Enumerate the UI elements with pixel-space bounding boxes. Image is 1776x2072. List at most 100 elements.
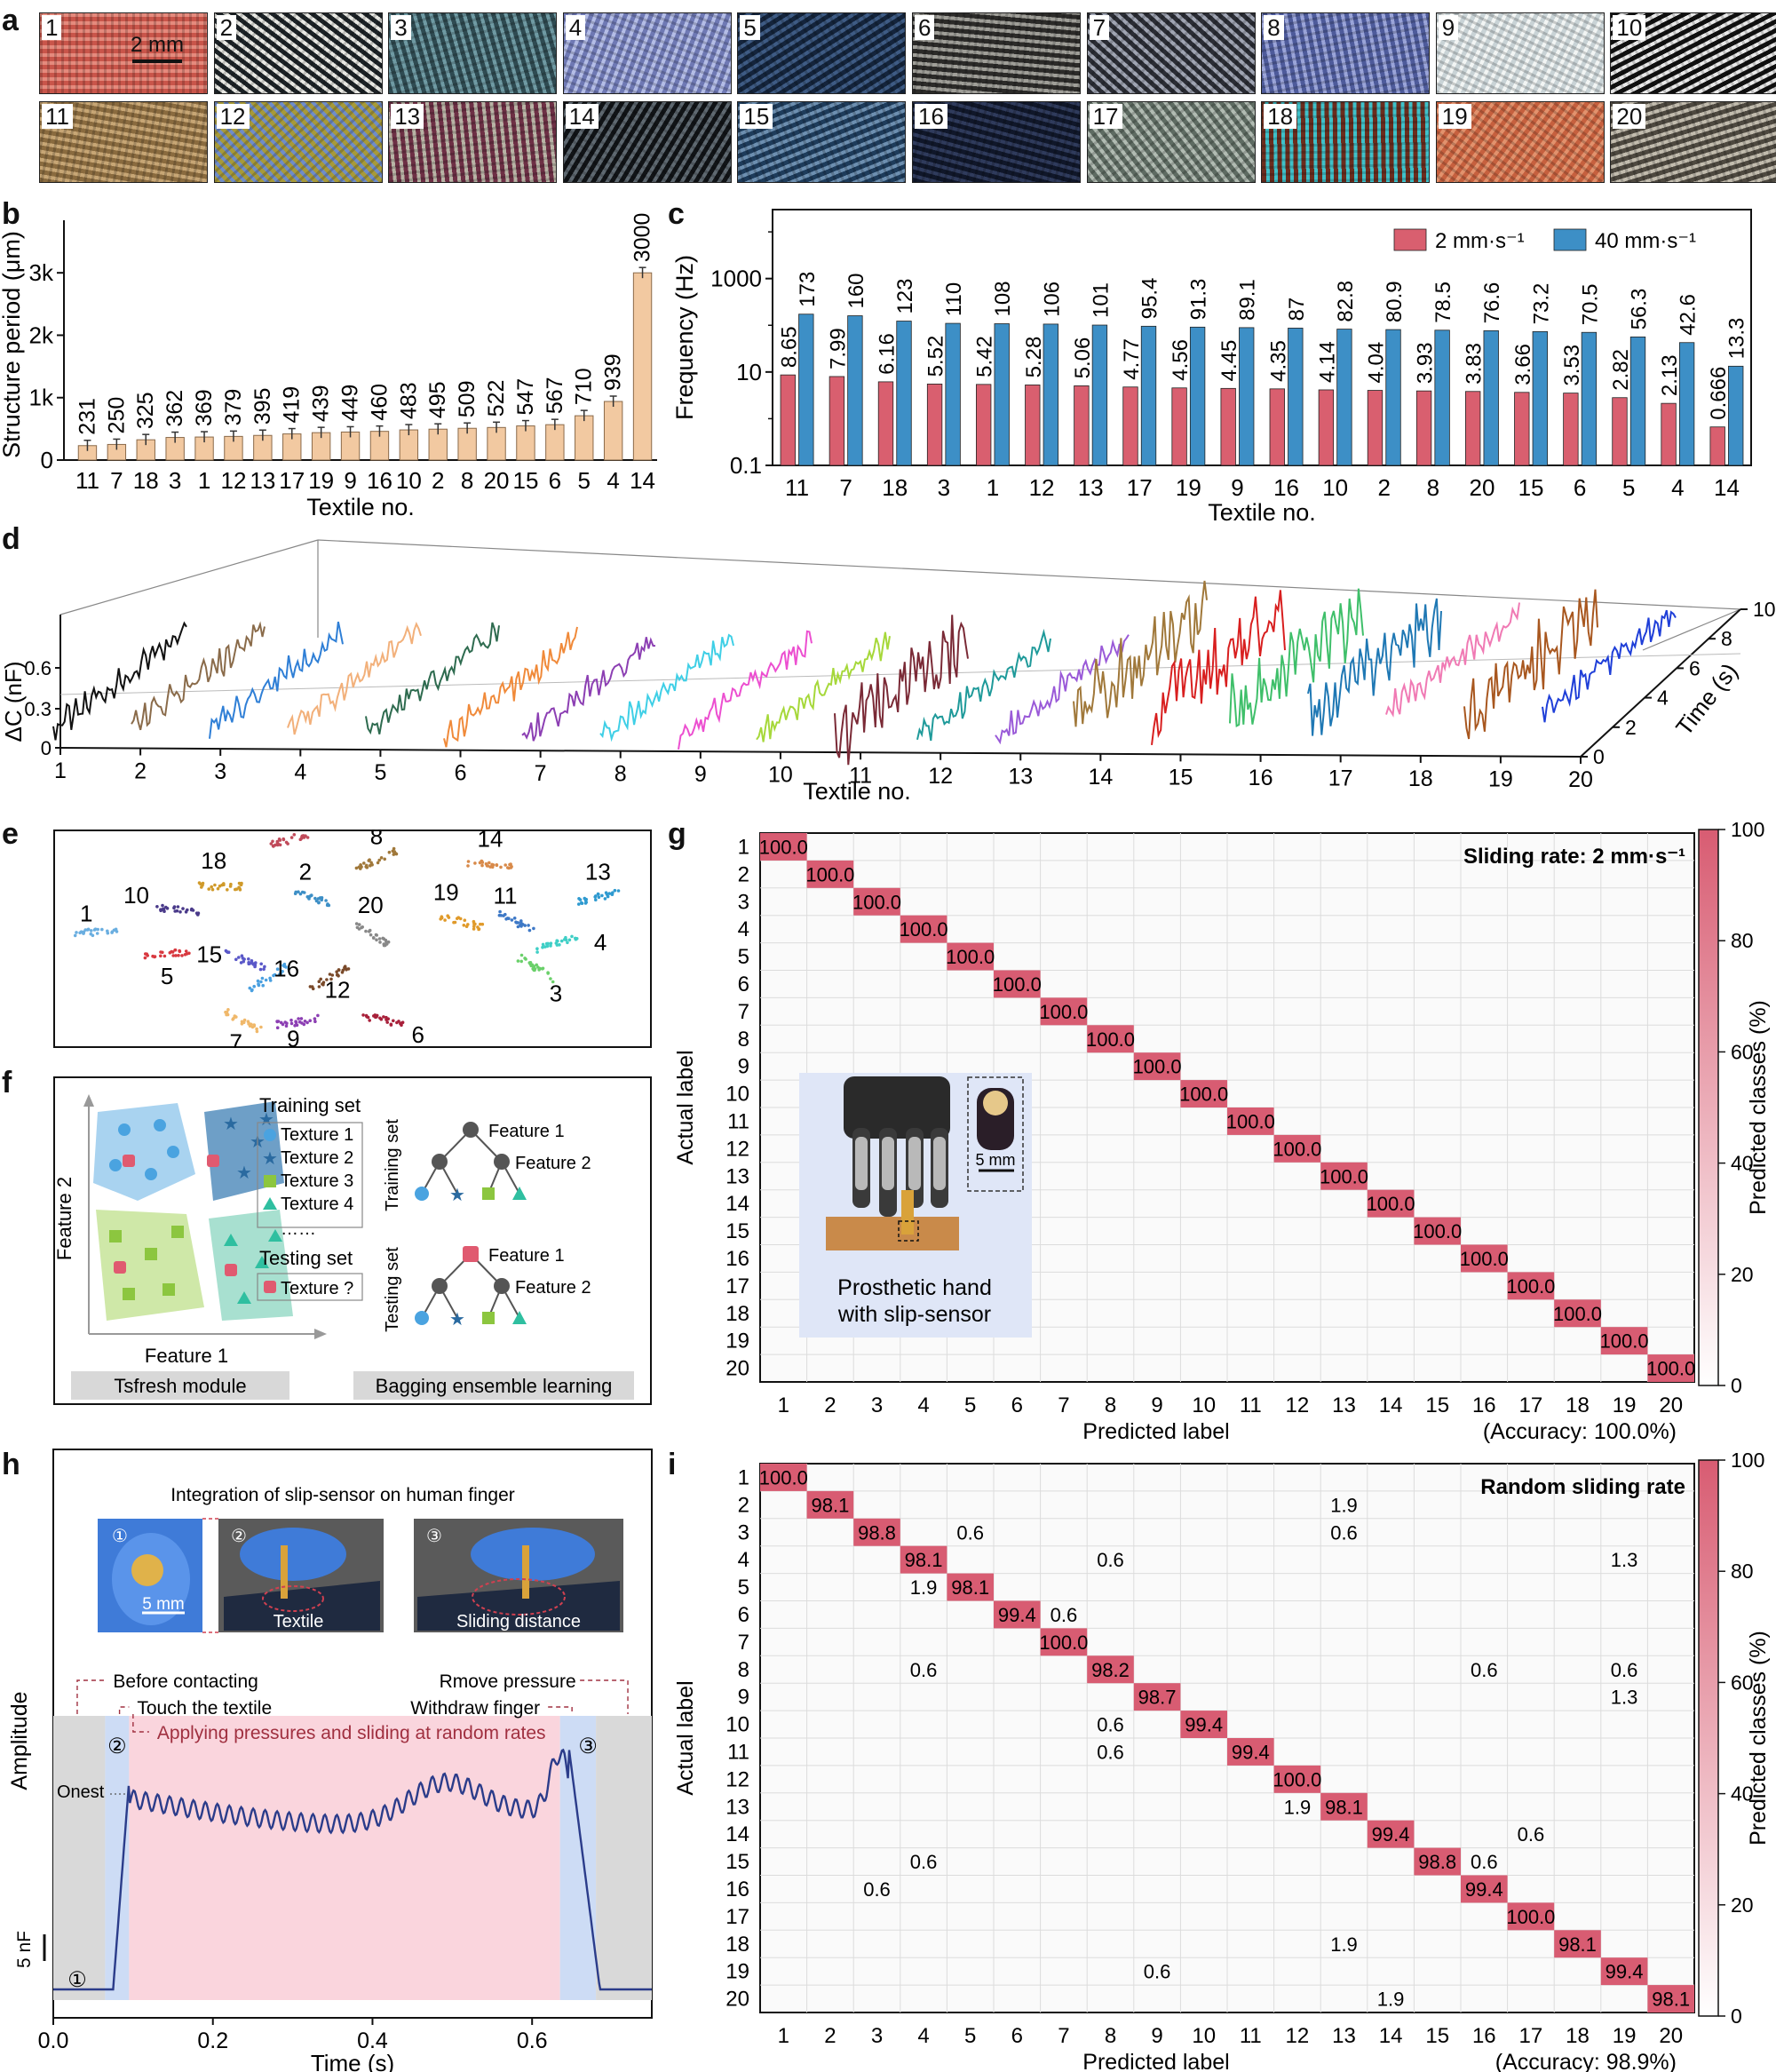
confusion-matrix-random-rate: 100.098.1 1.998.8 0.6 0.698.1 0.6 1.31.9 98.19…: [673, 1449, 1771, 2072]
weave-overlay: [214, 13, 382, 93]
cluster-point: [367, 930, 371, 933]
cluster-point: [287, 967, 291, 971]
x-tick-label: 3: [871, 2024, 883, 2048]
marker-3: ③: [578, 1735, 598, 1758]
textile-number: 14: [565, 104, 599, 129]
x-tick-label: 20: [1469, 474, 1495, 501]
prosthetic-hand-image: [826, 1076, 959, 1250]
cluster-point: [372, 1014, 376, 1018]
textile-photo-10: 10: [1610, 12, 1776, 94]
cluster-point: [613, 888, 617, 893]
cluster-point: [507, 866, 511, 870]
cell-2-2: [806, 1490, 854, 1519]
z-tick-label: 8: [1721, 627, 1732, 650]
cluster-point: [533, 967, 537, 971]
cluster-point: [164, 905, 168, 909]
cluster-point: [259, 980, 263, 984]
cluster-2: [293, 890, 331, 908]
cluster-label: 10: [123, 882, 149, 909]
textile-number: 19: [1438, 104, 1471, 129]
bar-value-label: 2.82: [1609, 349, 1633, 391]
bar-value-label: 5.28: [1022, 337, 1046, 378]
cluster-point: [346, 967, 351, 971]
cell-3-3: [853, 887, 900, 916]
cluster-point: [73, 933, 77, 938]
bar-value-label: 5.52: [924, 336, 948, 377]
x-tick-label: 16: [1249, 766, 1273, 790]
x-tick-label: 5: [964, 2024, 976, 2048]
x-tick-label: 15: [1169, 765, 1193, 790]
x-tick-label: 0.2: [197, 2028, 228, 2053]
tree-node: [494, 1278, 510, 1294]
finger-joint: [933, 1137, 946, 1190]
cluster-point: [516, 925, 520, 929]
x-tick-label: 12: [1286, 2024, 1310, 2048]
cell-value: 1.3: [1611, 1549, 1638, 1571]
bar-value-label: 325: [133, 392, 158, 429]
cluster-point: [389, 1023, 393, 1027]
tree-leaf: ★: [449, 1310, 465, 1330]
bar-value-label: 173: [796, 272, 820, 307]
cluster-point: [225, 1011, 229, 1014]
texture3-point: [123, 1288, 135, 1300]
finger-joint: [908, 1137, 921, 1190]
cluster-point: [527, 924, 530, 927]
cluster-point: [392, 846, 396, 851]
cell-value: 1.9: [1330, 1494, 1358, 1516]
cell-value: 0.6: [1097, 1714, 1124, 1736]
cell-9-9: [1133, 1683, 1181, 1711]
cluster-point: [504, 917, 508, 921]
cluster-point: [226, 888, 229, 892]
cluster-point: [274, 843, 277, 847]
bar-2 mm·s⁻¹-11: [780, 374, 796, 466]
bar-value-label: 6.16: [875, 333, 899, 375]
textile-photo-17: 17: [1086, 101, 1256, 183]
cluster-point: [472, 927, 476, 931]
cell-value: 98.1: [1652, 1989, 1690, 2011]
cluster-point: [319, 977, 323, 981]
x-tick-label: 17: [1328, 766, 1353, 790]
x-tick-label: 2: [432, 467, 444, 494]
cluster-point: [499, 865, 503, 869]
weave-overlay: [40, 13, 207, 93]
cluster-point: [532, 926, 535, 931]
legend-label: Texture 4: [281, 1195, 353, 1214]
cluster-point: [541, 942, 545, 947]
sliding-circle: [472, 1578, 566, 1616]
trace-textile-12: [916, 628, 1051, 742]
cluster-point: [311, 987, 315, 991]
cluster-point: [275, 1020, 280, 1024]
trace-textile-7: [521, 637, 655, 742]
textile-photo-12: 12: [213, 101, 383, 183]
bar-40 mm·s⁻¹-16: [1288, 328, 1304, 466]
cluster-point: [479, 922, 482, 926]
cluster-point: [256, 979, 260, 983]
cluster-point: [537, 968, 541, 972]
cluster-point: [355, 925, 360, 930]
cell-value: 100.0: [1273, 1768, 1321, 1790]
sensor-strip: [281, 1545, 288, 1599]
cluster-point: [368, 1019, 372, 1022]
textile-photo-9: 9: [1435, 12, 1605, 94]
inset-title: Integration of slip-sensor on human fing…: [170, 1485, 515, 1505]
cluster-point: [163, 909, 166, 913]
cluster-point: [514, 920, 518, 925]
x-tick-label: 1: [54, 758, 67, 783]
cluster-point: [210, 887, 215, 892]
x-tick-label: 11: [75, 467, 99, 494]
y-tick-label: 9: [738, 1686, 749, 1710]
panel-label-f: f: [2, 1066, 12, 1100]
cluster-point: [89, 932, 93, 936]
y-tick-label: 6: [738, 972, 749, 996]
cluster-point: [246, 1020, 250, 1023]
bar-2 mm·s⁻¹-18: [877, 381, 894, 466]
cluster-point: [262, 967, 266, 971]
cell-20-20: [1647, 1985, 1694, 2012]
cluster-point: [185, 952, 189, 956]
bar-40 mm·s⁻¹-9: [1239, 327, 1255, 466]
x-tick-label: 8: [461, 467, 473, 494]
y-tick-label: 16: [725, 1878, 749, 1901]
bar-2 mm·s⁻¹-6: [1563, 393, 1579, 466]
y-tick-label: 18: [725, 1302, 749, 1326]
